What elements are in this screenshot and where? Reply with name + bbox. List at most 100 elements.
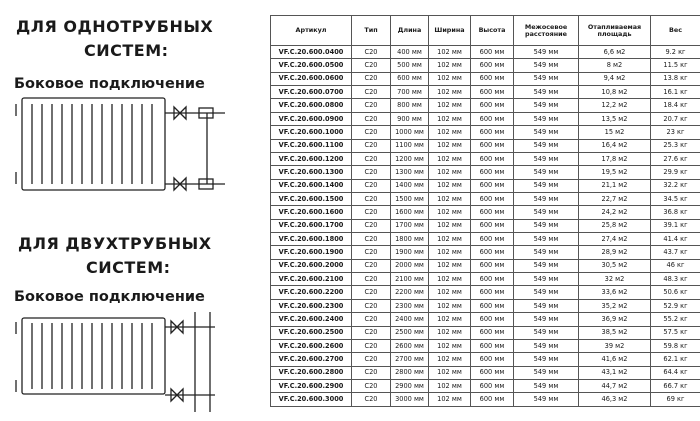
column-header: Артикул [270, 15, 352, 46]
table-cell: VF.C.20.600.0900 [270, 111, 352, 127]
table-cell: 549 мм [513, 245, 579, 260]
spec-table: Артикул Тип Длина Ширина Высота Межосевое рас… [270, 15, 700, 407]
table-cell: 102 мм [428, 44, 471, 60]
table-row: VF.C.20.600.1000 C20 1000 мм 102 мм 600 мм 54… [270, 125, 700, 140]
table-cell: C20 [351, 352, 391, 367]
table-cell: VF.C.20.600.1700 [270, 218, 352, 234]
table-cell: 21,1 м2 [578, 178, 651, 193]
table-cell: 600 мм [470, 111, 514, 127]
table-cell: 549 мм [513, 285, 579, 300]
table-row: VF.C.20.600.1100 C20 1100 мм 102 мм 600 мм 54… [270, 138, 700, 153]
table-cell: 2300 мм [390, 298, 429, 314]
table-row: VF.C.20.600.2700 C20 2700 мм 102 мм 600 мм 54… [270, 352, 700, 367]
table-cell: 600 мм [470, 272, 514, 287]
table-row: VF.C.20.600.2000 C20 2000 мм 102 мм 600 мм 54… [270, 258, 700, 274]
table-cell: 30,5 м2 [578, 258, 651, 274]
table-cell: 1800 мм [390, 232, 429, 247]
table-cell: 549 мм [513, 232, 579, 247]
table-cell: C20 [351, 125, 391, 140]
table-cell: 16,4 м2 [578, 138, 651, 153]
table-cell: 43,1 м2 [578, 365, 651, 380]
table-cell: C20 [351, 365, 391, 380]
table-cell: 59.8 кг [650, 338, 700, 354]
table-cell: 549 мм [513, 58, 579, 73]
table-cell: 549 мм [513, 258, 579, 274]
heading: СИСТЕМ: [84, 41, 169, 60]
column-header: Отапливаемая площадь [578, 15, 651, 46]
table-cell: 549 мм [513, 138, 579, 153]
table-cell: 600 мм [470, 44, 514, 60]
table-cell: VF.C.20.600.1400 [270, 178, 352, 193]
subheading: Боковое подключение [14, 289, 205, 305]
table-cell: VF.C.20.600.0400 [270, 44, 352, 60]
table-row: VF.C.20.600.2200 C20 2200 мм 102 мм 600 мм 54… [270, 285, 700, 300]
table-cell: 549 мм [513, 111, 579, 127]
table-cell: C20 [351, 85, 391, 100]
table-cell: VF.C.20.600.1500 [270, 191, 352, 207]
table-cell: VF.C.20.600.1600 [270, 205, 352, 220]
table-row: VF.C.20.600.3000 C20 3000 мм 102 мм 600 мм 54… [270, 392, 700, 407]
table-row: VF.C.20.600.2100 C20 2100 мм 102 мм 600 мм 54… [270, 272, 700, 287]
table-cell: 102 мм [428, 392, 471, 407]
table-cell: 1600 мм [390, 205, 429, 220]
radiator-one-pipe [15, 97, 225, 192]
table-cell: C20 [351, 325, 391, 340]
table-cell: 549 мм [513, 125, 579, 140]
table-cell: VF.C.20.600.2400 [270, 312, 352, 327]
table-cell: 500 мм [390, 58, 429, 73]
table-cell: 55.2 кг [650, 312, 700, 327]
table-cell: 32 м2 [578, 272, 651, 287]
table-cell: 66.7 кг [650, 378, 700, 394]
table-cell: VF.C.20.600.2300 [270, 298, 352, 314]
table-cell: 600 мм [470, 378, 514, 394]
table-row: VF.C.20.600.2800 C20 2800 мм 102 мм 600 мм 54… [270, 365, 700, 380]
table-cell: 600 мм [470, 58, 514, 73]
table-cell: 549 мм [513, 298, 579, 314]
table-cell: 549 мм [513, 378, 579, 394]
table-cell: C20 [351, 98, 391, 113]
table-cell: 102 мм [428, 298, 471, 314]
table-cell: 549 мм [513, 71, 579, 87]
table-cell: C20 [351, 378, 391, 394]
table-cell: C20 [351, 272, 391, 287]
table-cell: 102 мм [428, 178, 471, 193]
table-cell: 549 мм [513, 338, 579, 354]
table-cell: 600 мм [470, 151, 514, 167]
table-cell: 25,8 м2 [578, 218, 651, 234]
table-cell: VF.C.20.600.1200 [270, 151, 352, 167]
table-cell: 1700 мм [390, 218, 429, 234]
table-cell: 549 мм [513, 44, 579, 60]
table-cell: 549 мм [513, 312, 579, 327]
table-row: VF.C.20.600.0700 C20 700 мм 102 мм 600 мм 549… [270, 85, 700, 100]
table-cell: 8 м2 [578, 58, 651, 73]
table-cell: 400 мм [390, 44, 429, 60]
table-cell: 549 мм [513, 325, 579, 340]
table-cell: 102 мм [428, 125, 471, 140]
column-header: Длина [390, 15, 429, 46]
subheading: Боковое подключение [14, 76, 205, 92]
table-cell: 18.4 кг [650, 98, 700, 113]
heading: ДЛЯ ДВУХТРУБНЫХ [18, 234, 212, 253]
table-cell: 102 мм [428, 312, 471, 327]
table-cell: 549 мм [513, 85, 579, 100]
column-header: Тип [351, 15, 391, 46]
table-cell: 102 мм [428, 85, 471, 100]
table-cell: 102 мм [428, 71, 471, 87]
table-cell: 10,8 м2 [578, 85, 651, 100]
table-cell: 600 мм [470, 178, 514, 193]
table-cell: 600 мм [470, 218, 514, 234]
table-cell: VF.C.20.600.1000 [270, 125, 352, 140]
table-cell: 549 мм [513, 151, 579, 167]
table-cell: 11.5 кг [650, 58, 700, 73]
table-cell: C20 [351, 111, 391, 127]
column-header: Межосевое расстояние [513, 15, 579, 46]
table-cell: 600 мм [390, 71, 429, 87]
table-cell: 2900 мм [390, 378, 429, 394]
table-cell: 39 м2 [578, 338, 651, 354]
table-cell: C20 [351, 298, 391, 314]
table-cell: 1400 мм [390, 178, 429, 193]
table-cell: 46,3 м2 [578, 392, 651, 407]
table-cell: C20 [351, 71, 391, 87]
table-cell: 549 мм [513, 352, 579, 367]
table-cell: 102 мм [428, 285, 471, 300]
